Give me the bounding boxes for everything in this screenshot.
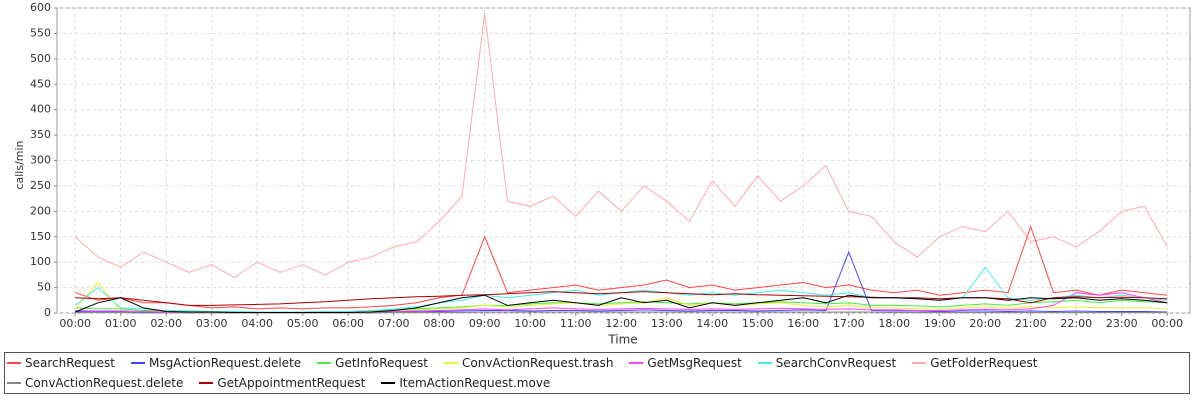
x-tick-label: 11:00 [560,317,592,330]
legend: SearchRequest MsgActionRequest.delete GetI… [4,352,1190,394]
x-tick-label: 15:00 [742,317,774,330]
x-tick-label: 14:00 [696,317,728,330]
x-tick-label: 02:00 [150,317,182,330]
legend-label: GetMsgRequest [647,356,742,370]
x-axis-label: Time [607,333,637,347]
legend-swatch [444,362,458,364]
legend-swatch [7,362,21,364]
legend-label: GetAppointmentRequest [217,376,366,390]
legend-label: MsgActionRequest.delete [148,356,302,370]
x-tick-label: 12:00 [605,317,637,330]
legend-swatch [757,362,772,364]
y-tick-label: 0 [44,306,51,319]
y-tick-label: 400 [30,103,51,116]
y-tick-label: 600 [30,1,51,14]
legend-item: MsgActionRequest.delete [130,354,302,373]
chart: calls/min Time 0 50 100 150 200 250 300 350 400 4… [13,1,1191,347]
y-tick-label: 50 [37,281,51,294]
legend-item: GetInfoRequest [317,354,428,373]
legend-item: GetAppointmentRequest [199,374,365,393]
legend-item: GetFolderRequest [912,354,1037,373]
x-tick-label: 20:00 [969,317,1001,330]
x-tick-label: 01:00 [105,317,137,330]
legend-item: ItemActionRequest.move [381,374,550,393]
legend-swatch [199,382,214,384]
x-tick-label: 13:00 [651,317,683,330]
legend-swatch [130,362,145,364]
legend-swatch [629,362,644,364]
legend-label: GetInfoRequest [335,356,428,370]
x-tick-label: 03:00 [196,317,228,330]
x-tick-label: 07:00 [378,317,410,330]
x-tick-label: 00:00 [1151,317,1183,330]
legend-label: ConvActionRequest.trash [462,356,614,370]
x-tick-label: 10:00 [514,317,546,330]
x-tick-label: 22:00 [1060,317,1092,330]
x-tick-label: 06:00 [332,317,364,330]
legend-label: SearchRequest [25,356,115,370]
x-tick-label: 19:00 [924,317,956,330]
legend-label: GetFolderRequest [930,356,1038,370]
legend-swatch [7,382,21,384]
legend-swatch [912,362,927,364]
legend-item: ConvActionRequest.trash [444,354,613,373]
x-tick-label: 04:00 [241,317,273,330]
y-tick-label: 100 [30,255,51,268]
legend-item: SearchRequest [7,354,115,373]
legend-label: ItemActionRequest.move [399,376,551,390]
legend-item: SearchConvRequest [757,354,897,373]
x-tick-label: 09:00 [469,317,501,330]
legend-label: ConvActionRequest.delete [25,376,184,390]
x-tick-label: 17:00 [833,317,865,330]
x-tick-label: 18:00 [878,317,910,330]
legend-swatch [317,362,332,364]
series-line [75,225,1168,310]
y-tick-label: 550 [30,26,51,39]
y-tick-label: 150 [30,230,51,243]
legend-swatch [381,382,396,384]
x-tick-label: 21:00 [1015,317,1047,330]
y-tick-label: 250 [30,179,51,192]
x-tick-label: 00:00 [59,317,91,330]
x-tick-label: 23:00 [1106,317,1138,330]
x-tick-label: 05:00 [287,317,319,330]
y-tick-label: 300 [30,154,51,167]
y-tick-label: 200 [30,204,51,217]
legend-item: ConvActionRequest.delete [7,374,183,393]
series-line [74,13,1168,278]
y-axis-label: calls/min [13,140,26,189]
y-tick-label: 500 [30,52,51,65]
legend-label: SearchConvRequest [775,356,897,370]
legend-item: GetMsgRequest [629,354,742,373]
y-tick-label: 350 [30,128,51,141]
x-tick-label: 08:00 [423,317,455,330]
x-tick-label: 16:00 [787,317,819,330]
y-tick-label: 450 [30,77,51,90]
series-line [75,294,1168,313]
